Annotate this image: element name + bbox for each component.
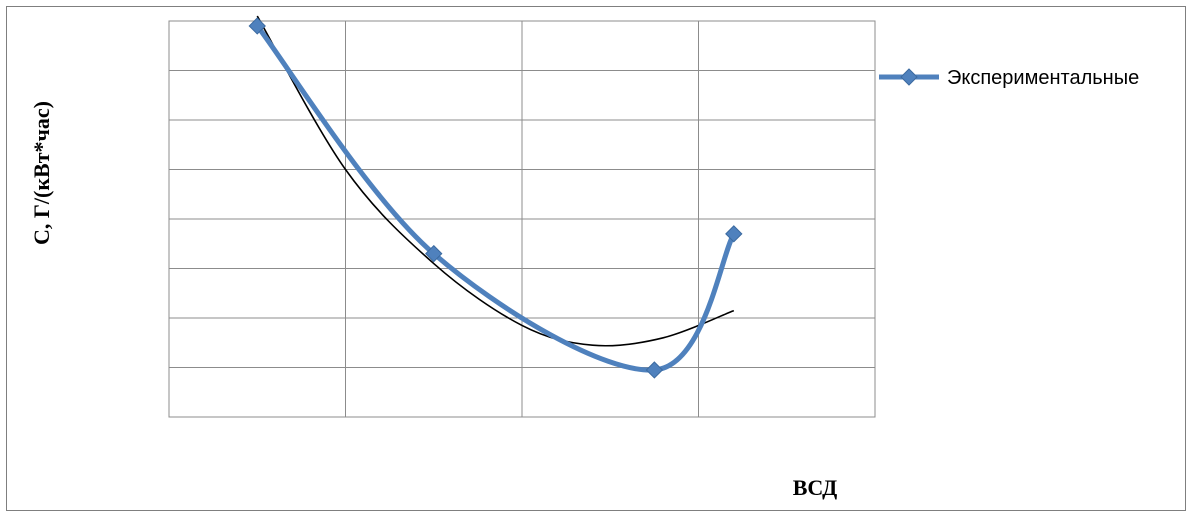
data-point-marker-4 [725, 225, 743, 243]
series-markers [248, 17, 743, 379]
chart-frame: Экспериментальные С, Г/(кВт*час) ВСД [6, 6, 1186, 511]
data-point-marker-2 [425, 244, 443, 263]
chart-svg: Экспериментальные С, Г/(кВт*час) ВСД [29, 15, 1139, 500]
series-line-experimental [254, 23, 737, 373]
trendline [256, 15, 735, 347]
data-point-marker-3 [645, 361, 664, 379]
plot-area-border [168, 20, 876, 418]
x-axis-title: ВСД [793, 475, 838, 500]
legend: Экспериментальные [879, 67, 1139, 89]
y-axis-title: С, Г/(кВт*час) [29, 101, 54, 245]
data-point-marker-1 [248, 17, 266, 35]
legend-diamond-marker [900, 68, 918, 86]
grid [169, 21, 875, 417]
legend-entry-label: Экспериментальные [947, 67, 1139, 89]
